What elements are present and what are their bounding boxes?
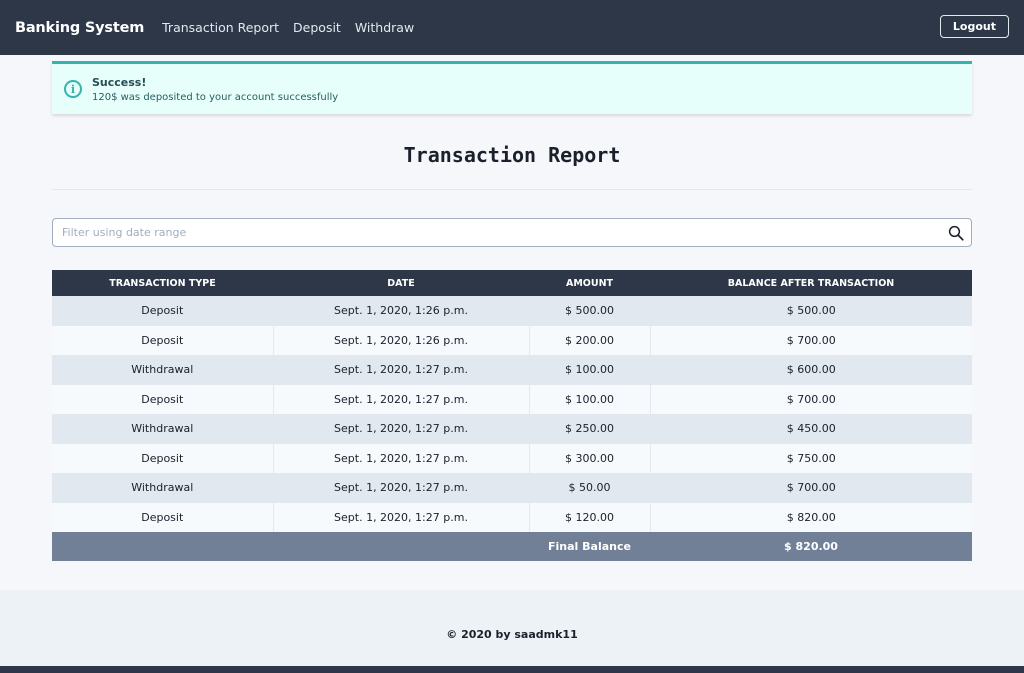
table-row: Withdrawal Sept. 1, 2020, 1:27 p.m. $ 25…	[52, 414, 972, 444]
search-bar	[52, 218, 972, 247]
cell-date: Sept. 1, 2020, 1:27 p.m.	[273, 414, 530, 444]
brand-logo-link[interactable]: Banking System	[15, 19, 145, 36]
cell-amount: $ 500.00	[529, 296, 651, 326]
cell-balance: $ 450.00	[650, 414, 972, 444]
info-icon: i	[64, 80, 82, 98]
cell-date: Sept. 1, 2020, 1:27 p.m.	[273, 384, 530, 414]
cell-amount: $ 100.00	[529, 384, 651, 414]
cell-amount: $ 200.00	[529, 325, 651, 355]
cell-amount: $ 250.00	[529, 414, 651, 444]
cell-balance: $ 820.00	[650, 502, 972, 532]
cell-date: Sept. 1, 2020, 1:27 p.m.	[273, 473, 530, 503]
cell-date: Sept. 1, 2020, 1:26 p.m.	[273, 325, 530, 355]
alert-content: Success! 120$ was deposited to your acco…	[92, 76, 338, 103]
alert-title: Success!	[92, 75, 147, 89]
final-empty-cell	[52, 532, 273, 561]
table-row: Withdrawal Sept. 1, 2020, 1:27 p.m. $ 50…	[52, 473, 972, 503]
date-range-filter-input[interactable]	[53, 219, 971, 246]
cell-balance: $ 700.00	[650, 325, 972, 355]
cell-balance: $ 700.00	[650, 384, 972, 414]
final-balance-label: Final Balance	[529, 532, 650, 561]
cell-balance: $ 500.00	[650, 296, 972, 326]
header-balance: BALANCE AFTER TRANSACTION	[650, 270, 972, 296]
cell-amount: $ 50.00	[529, 473, 651, 503]
search-icon[interactable]	[947, 224, 965, 242]
cell-date: Sept. 1, 2020, 1:27 p.m.	[273, 355, 530, 385]
logout-button[interactable]: Logout	[939, 15, 1009, 38]
cell-date: Sept. 1, 2020, 1:27 p.m.	[273, 502, 530, 532]
header-transaction-type: TRANSACTION TYPE	[52, 270, 273, 296]
bottom-bar	[0, 666, 1024, 673]
cell-type: Deposit	[52, 502, 274, 532]
final-balance-row: Final Balance $ 820.00	[52, 532, 972, 561]
cell-amount: $ 300.00	[529, 443, 651, 473]
cell-type: Deposit	[52, 325, 274, 355]
cell-amount: $ 100.00	[529, 355, 651, 385]
cell-type: Withdrawal	[52, 473, 274, 503]
header-amount: AMOUNT	[529, 270, 650, 296]
alert-message: 120$ was deposited to your account succe…	[92, 91, 339, 103]
cell-balance: $ 600.00	[650, 355, 972, 385]
table-row: Deposit Sept. 1, 2020, 1:26 p.m. $ 200.0…	[52, 325, 972, 355]
success-alert: i Success! 120$ was deposited to your ac…	[52, 61, 972, 114]
header-date: DATE	[273, 270, 529, 296]
final-empty-cell	[273, 532, 529, 561]
table-row: Deposit Sept. 1, 2020, 1:26 p.m. $ 500.0…	[52, 296, 972, 326]
cell-type: Withdrawal	[52, 414, 274, 444]
cell-date: Sept. 1, 2020, 1:27 p.m.	[273, 443, 530, 473]
nav-link-deposit[interactable]: Deposit	[293, 20, 341, 35]
page-title: Transaction Report	[403, 143, 621, 167]
table-row: Deposit Sept. 1, 2020, 1:27 p.m. $ 100.0…	[52, 384, 972, 414]
nav-link-transaction-report[interactable]: Transaction Report	[162, 20, 280, 35]
cell-amount: $ 120.00	[529, 502, 651, 532]
nav-link-withdraw[interactable]: Withdraw	[354, 20, 415, 35]
title-divider	[52, 189, 972, 190]
cell-type: Withdrawal	[52, 355, 274, 385]
footer-copyright: © 2020 by saadmk11	[446, 627, 578, 641]
cell-type: Deposit	[52, 443, 274, 473]
final-balance-value: $ 820.00	[650, 532, 972, 561]
transaction-table: TRANSACTION TYPE DATE AMOUNT BALANCE AFT…	[52, 270, 972, 561]
footer: © 2020 by saadmk11	[0, 590, 1024, 666]
table-row: Deposit Sept. 1, 2020, 1:27 p.m. $ 300.0…	[52, 443, 972, 473]
table-row: Deposit Sept. 1, 2020, 1:27 p.m. $ 120.0…	[52, 502, 972, 532]
cell-type: Deposit	[52, 296, 274, 326]
navbar: Banking System Transaction Report Deposi…	[0, 0, 1024, 55]
table-header-row: TRANSACTION TYPE DATE AMOUNT BALANCE AFT…	[52, 270, 972, 296]
table-row: Withdrawal Sept. 1, 2020, 1:27 p.m. $ 10…	[52, 355, 972, 385]
cell-date: Sept. 1, 2020, 1:26 p.m.	[273, 296, 530, 326]
cell-balance: $ 700.00	[650, 473, 972, 503]
cell-type: Deposit	[52, 384, 274, 414]
cell-balance: $ 750.00	[650, 443, 972, 473]
